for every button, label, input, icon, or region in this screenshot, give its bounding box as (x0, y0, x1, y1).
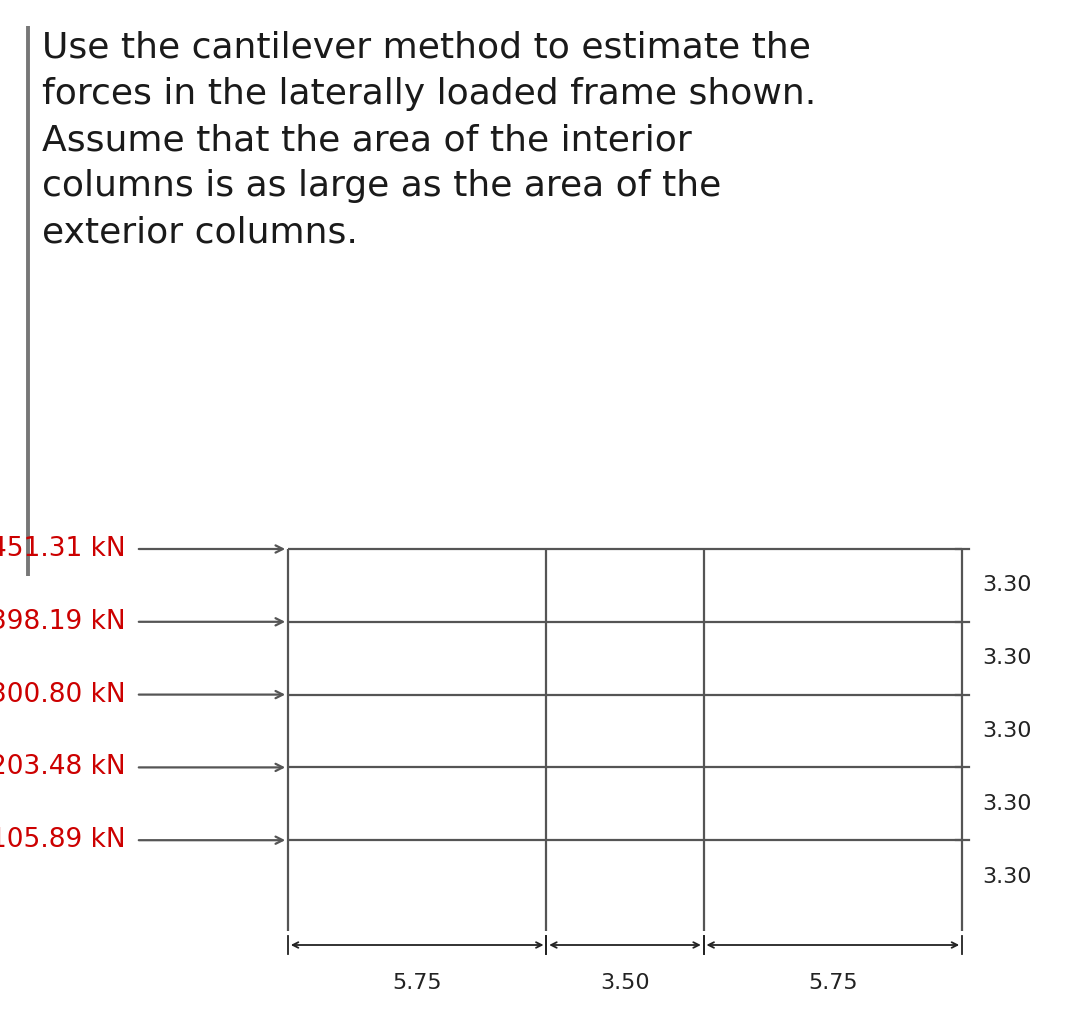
Text: 203.48 kN: 203.48 kN (0, 755, 126, 780)
Text: 5.75: 5.75 (393, 973, 442, 993)
Text: 5.75: 5.75 (808, 973, 858, 993)
Text: 398.19 kN: 398.19 kN (0, 609, 126, 635)
Text: 3.30: 3.30 (982, 576, 1032, 595)
Text: 300.80 kN: 300.80 kN (0, 682, 126, 708)
Text: 3.50: 3.50 (600, 973, 650, 993)
Text: 3.30: 3.30 (982, 867, 1032, 886)
Text: 3.30: 3.30 (982, 721, 1032, 741)
Text: 451.31 kN: 451.31 kN (0, 536, 126, 562)
Text: 105.89 kN: 105.89 kN (0, 827, 126, 854)
Text: Use the cantilever method to estimate the
forces in the laterally loaded frame s: Use the cantilever method to estimate th… (42, 31, 816, 249)
Text: 3.30: 3.30 (982, 648, 1032, 668)
Text: 3.30: 3.30 (982, 793, 1032, 814)
